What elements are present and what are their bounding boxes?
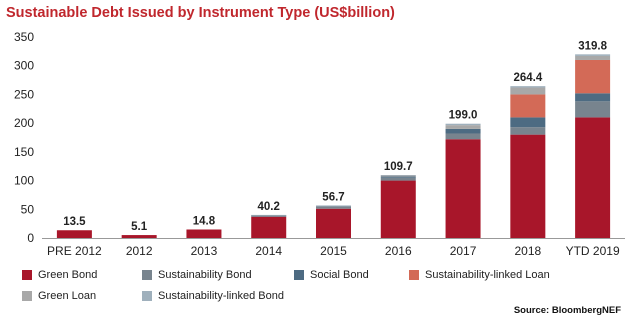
bar-green-bond — [445, 139, 481, 238]
bar-green-loan — [445, 125, 481, 129]
legend-label-green-bond: Green Bond — [38, 268, 98, 281]
bar-total-label: 199.0 — [449, 110, 478, 122]
bar-green-bond — [380, 180, 416, 238]
x-tick-label: 2013 — [191, 244, 218, 258]
legend-label-sustainability-linked-bond: Sustainability-linked Bond — [158, 289, 284, 302]
bar-green-bond — [251, 216, 287, 238]
bar-total-label: 56.7 — [322, 191, 344, 203]
x-tick-label: 2018 — [514, 244, 541, 258]
bar-social-bond — [380, 176, 416, 178]
bar-green-loan — [510, 87, 546, 95]
bar-sustainability-linked-bond — [445, 123, 481, 126]
y-tick-label: 100 — [14, 174, 34, 188]
source-note: Source: BloombergNEF — [513, 305, 621, 316]
bar-social-bond — [575, 93, 611, 102]
y-tick-label: 300 — [14, 59, 34, 73]
y-tick-label: 50 — [21, 202, 35, 216]
legend-swatch-sustainability-bond — [142, 269, 152, 280]
x-tick-label: PRE 2012 — [47, 244, 102, 258]
legend-label-social-bond: Social Bond — [310, 268, 369, 281]
bar-total-label: 264.4 — [513, 72, 542, 84]
legend-item-social-bond: Social Bond — [294, 269, 409, 281]
legend-row-1: Green Bond Sustainability Bond Social Bo… — [22, 264, 622, 285]
bar-green-bond — [510, 134, 546, 238]
x-tick-label: YTD 2019 — [566, 244, 620, 258]
bar-sustainability-linked-bond — [575, 54, 611, 56]
bar-total-label: 319.8 — [578, 40, 607, 52]
bar-sustainability-linked-bond — [251, 214, 287, 216]
x-tick-label: 2016 — [385, 244, 412, 258]
bar-sustainability-bond — [251, 215, 287, 217]
bar-social-bond — [251, 215, 287, 217]
bar-total-label: 13.5 — [63, 216, 86, 228]
x-tick-label: 2017 — [450, 244, 477, 258]
bar-sustainability-bond — [575, 101, 611, 118]
bar-total-label: 109.7 — [384, 161, 413, 173]
y-tick-label: 200 — [14, 116, 34, 130]
legend-label-green-loan: Green Loan — [38, 289, 97, 302]
bar-total-label: 5.1 — [131, 221, 148, 233]
bar-green-loan — [575, 55, 611, 60]
y-tick-label: 0 — [27, 231, 34, 245]
bar-sustainability-bond — [510, 127, 546, 135]
bar-sustainability-linked-bond — [510, 86, 546, 88]
bar-green-loan — [380, 175, 416, 177]
legend-swatch-social-bond — [294, 269, 304, 280]
bar-green-bond — [186, 229, 222, 238]
x-tick-label: 2012 — [126, 244, 153, 258]
bar-green-bond — [316, 208, 351, 238]
x-tick-label: 2014 — [255, 244, 282, 258]
bar-total-label: 14.8 — [193, 216, 216, 228]
legend-item-sustainability-linked-loan: Sustainability-linked Loan — [409, 269, 550, 281]
y-tick-label: 150 — [14, 145, 34, 159]
bar-sustainability-bond — [316, 206, 351, 209]
bar-sustainability-linked-loan — [575, 59, 611, 94]
x-tick-label: 2015 — [320, 244, 347, 258]
y-tick-label: 350 — [14, 30, 34, 44]
legend-swatch-green-loan — [22, 290, 32, 301]
legend-swatch-green-bond — [22, 269, 32, 280]
y-tick-label: 250 — [14, 87, 34, 101]
bar-sustainability-bond — [445, 133, 481, 140]
bar-green-bond — [56, 230, 92, 238]
bar-green-bond — [575, 117, 611, 238]
bar-sustainability-bond — [380, 177, 416, 181]
bar-green-bond — [121, 235, 157, 238]
legend-item-sustainability-bond: Sustainability Bond — [142, 269, 294, 281]
legend-swatch-sustainability-linked-bond — [142, 290, 152, 301]
bar-sustainability-linked-bond — [316, 205, 351, 207]
legend-item-green-bond: Green Bond — [22, 269, 142, 281]
bar-social-bond — [445, 128, 481, 134]
bar-social-bond — [316, 206, 351, 207]
chart-legend: Green Bond Sustainability Bond Social Bo… — [22, 264, 622, 306]
bar-sustainability-linked-bond — [380, 175, 416, 176]
bar-social-bond — [510, 117, 546, 128]
legend-swatch-sustainability-linked-loan — [409, 269, 419, 280]
legend-label-sustainability-bond: Sustainability Bond — [158, 268, 252, 281]
legend-row-2: Green Loan Sustainability-linked Bond — [22, 285, 622, 306]
legend-item-sustainability-linked-bond: Sustainability-linked Bond — [142, 290, 284, 302]
legend-item-green-loan: Green Loan — [22, 290, 142, 302]
bar-sustainability-linked-loan — [510, 94, 546, 118]
bar-total-label: 40.2 — [258, 201, 280, 213]
legend-label-sustainability-linked-loan: Sustainability-linked Loan — [425, 268, 550, 281]
chart-title: Sustainable Debt Issued by Instrument Ty… — [6, 5, 395, 21]
